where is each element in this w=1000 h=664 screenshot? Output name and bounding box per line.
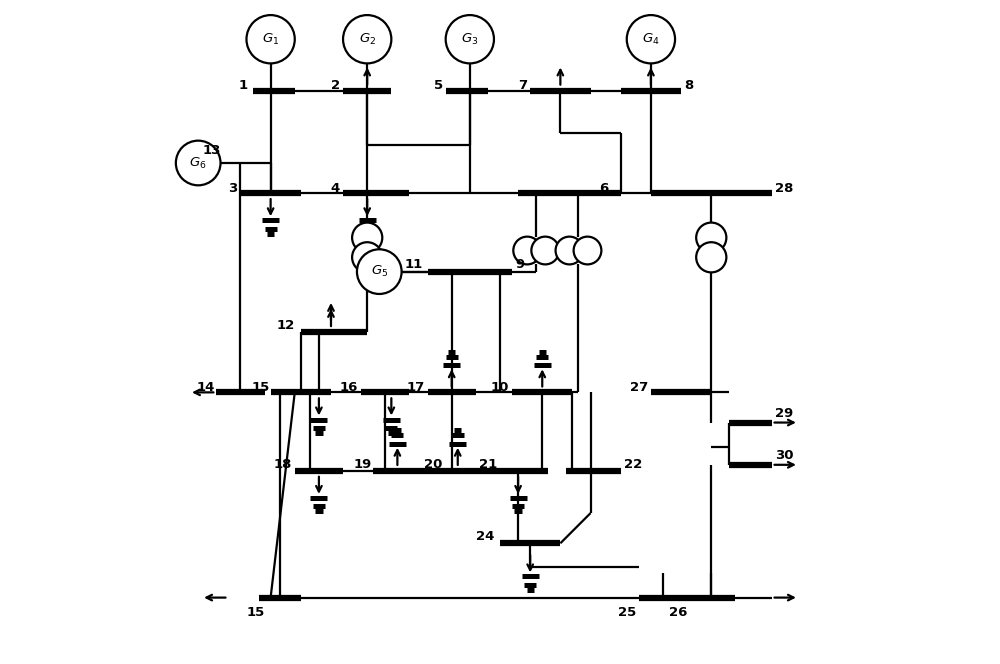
Text: 25: 25	[618, 606, 636, 620]
Text: 13: 13	[203, 144, 221, 157]
Text: 29: 29	[775, 407, 793, 420]
Text: $G_{3}$: $G_{3}$	[461, 32, 479, 46]
Text: 11: 11	[404, 258, 423, 271]
Text: 6: 6	[600, 182, 609, 195]
Circle shape	[176, 141, 221, 185]
Circle shape	[696, 242, 726, 272]
Text: 14: 14	[197, 381, 215, 394]
Circle shape	[513, 236, 541, 264]
Text: 4: 4	[331, 182, 340, 195]
Text: $G_{5}$: $G_{5}$	[371, 264, 388, 279]
Text: 7: 7	[518, 79, 527, 92]
Text: 19: 19	[354, 458, 372, 471]
Circle shape	[352, 222, 382, 253]
Text: 2: 2	[331, 79, 340, 92]
Text: 3: 3	[228, 182, 237, 195]
Text: $G_{4}$: $G_{4}$	[642, 32, 660, 46]
Text: $G_{6}$: $G_{6}$	[189, 155, 207, 171]
Text: 21: 21	[479, 458, 497, 471]
Text: $G_{2}$: $G_{2}$	[359, 32, 376, 46]
Text: 30: 30	[775, 450, 793, 462]
Circle shape	[246, 15, 295, 63]
Text: $G_{1}$: $G_{1}$	[262, 32, 279, 46]
Text: 28: 28	[775, 182, 793, 195]
Circle shape	[556, 236, 583, 264]
Text: 24: 24	[476, 529, 494, 542]
Text: 26: 26	[669, 606, 687, 620]
Text: 1: 1	[239, 79, 248, 92]
Circle shape	[357, 249, 402, 294]
Text: 20: 20	[424, 458, 443, 471]
Circle shape	[352, 242, 382, 272]
Text: 15: 15	[246, 606, 265, 620]
Text: 22: 22	[624, 458, 642, 471]
Circle shape	[696, 222, 726, 253]
Circle shape	[446, 15, 494, 63]
Text: 17: 17	[406, 381, 425, 394]
Text: 15: 15	[251, 381, 269, 394]
Text: 5: 5	[434, 79, 443, 92]
Text: 10: 10	[491, 381, 509, 394]
Circle shape	[574, 236, 601, 264]
Text: 8: 8	[684, 79, 693, 92]
Text: 18: 18	[273, 458, 292, 471]
Text: 16: 16	[340, 381, 358, 394]
Circle shape	[343, 15, 391, 63]
Text: 27: 27	[630, 381, 648, 394]
Text: 9: 9	[515, 258, 524, 271]
Circle shape	[531, 236, 559, 264]
Text: 12: 12	[277, 319, 295, 333]
Circle shape	[627, 15, 675, 63]
